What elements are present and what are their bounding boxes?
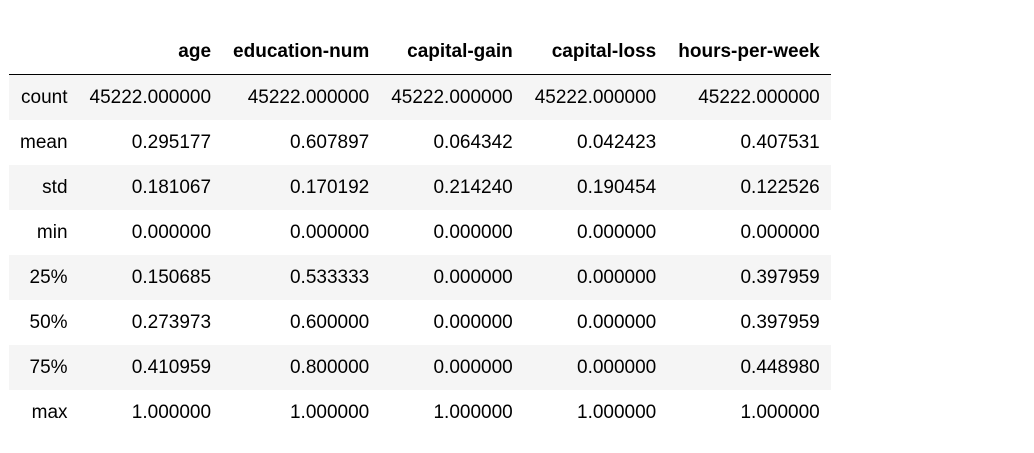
table-cell: 0.533333 bbox=[289, 266, 370, 288]
table-cell: 0.000000 bbox=[577, 221, 657, 243]
table-row: min 0.000000 0.000000 0.000000 0.000000 … bbox=[9, 210, 831, 255]
table-row: mean 0.295177 0.607897 0.064342 0.042423… bbox=[9, 120, 831, 165]
table-cell: 1.000000 bbox=[289, 401, 370, 423]
row-label: 25% bbox=[29, 266, 68, 288]
table-cell: 0.064342 bbox=[433, 131, 513, 153]
table-cell: 0.181067 bbox=[131, 176, 212, 198]
table-cell: 0.407531 bbox=[740, 131, 820, 153]
table-cell: 1.000000 bbox=[740, 401, 820, 423]
header-row: age education-num capital-gain capital-l… bbox=[9, 30, 831, 75]
column-header-capital-loss: capital-loss bbox=[523, 30, 668, 75]
table-cell: 0.214240 bbox=[433, 176, 513, 198]
table-body: count 45222.000000 45222.000000 45222.00… bbox=[9, 74, 831, 435]
table-cell: 0.000000 bbox=[577, 266, 657, 288]
column-header-capital-gain: capital-gain bbox=[380, 30, 524, 75]
table-cell: 0.000000 bbox=[740, 221, 820, 243]
column-header-age: age bbox=[78, 30, 223, 75]
table-header: age education-num capital-gain capital-l… bbox=[9, 30, 831, 75]
table-cell: 0.000000 bbox=[433, 221, 513, 243]
table-cell: 45222.000000 bbox=[247, 86, 370, 108]
table-row: 75% 0.410959 0.800000 0.000000 0.000000 … bbox=[9, 345, 831, 390]
table-row: 50% 0.273973 0.600000 0.000000 0.000000 … bbox=[9, 300, 831, 345]
table-cell: 1.000000 bbox=[131, 401, 212, 423]
row-label: min bbox=[36, 221, 68, 243]
table-cell: 45222.000000 bbox=[89, 86, 212, 108]
table-cell: 0.000000 bbox=[289, 221, 370, 243]
column-header-education-num: education-num bbox=[222, 30, 381, 75]
table-row: 25% 0.150685 0.533333 0.000000 0.000000 … bbox=[9, 255, 831, 300]
table-cell: 0.170192 bbox=[289, 176, 370, 198]
table-row: count 45222.000000 45222.000000 45222.00… bbox=[9, 74, 831, 120]
table-cell: 0.000000 bbox=[577, 356, 657, 378]
row-label: mean bbox=[20, 131, 68, 153]
table-cell: 0.800000 bbox=[289, 356, 370, 378]
table-cell: 0.000000 bbox=[433, 266, 513, 288]
table-cell: 0.295177 bbox=[131, 131, 212, 153]
table-row: max 1.000000 1.000000 1.000000 1.000000 … bbox=[9, 390, 831, 435]
table-cell: 0.397959 bbox=[740, 311, 820, 333]
row-label: max bbox=[31, 401, 68, 423]
table-cell: 1.000000 bbox=[433, 401, 513, 423]
table-cell: 0.273973 bbox=[131, 311, 212, 333]
column-header-hours-per-week: hours-per-week bbox=[667, 30, 831, 75]
table-cell: 0.410959 bbox=[131, 356, 212, 378]
row-label: 50% bbox=[29, 311, 68, 333]
table-cell: 45222.000000 bbox=[534, 86, 657, 108]
table-cell: 0.607897 bbox=[289, 131, 370, 153]
table-cell: 45222.000000 bbox=[698, 86, 820, 108]
table-cell: 0.190454 bbox=[577, 176, 657, 198]
table-row: std 0.181067 0.170192 0.214240 0.190454 … bbox=[9, 165, 831, 210]
index-header-cell bbox=[9, 30, 79, 75]
table-cell: 0.150685 bbox=[131, 266, 212, 288]
table-cell: 0.042423 bbox=[577, 131, 657, 153]
table-cell: 0.000000 bbox=[577, 311, 657, 333]
row-label: count bbox=[21, 86, 68, 108]
row-label: std bbox=[42, 176, 68, 198]
table-cell: 0.000000 bbox=[433, 311, 513, 333]
table-cell: 0.448980 bbox=[740, 356, 820, 378]
table-cell: 0.600000 bbox=[289, 311, 370, 333]
table-cell: 0.122526 bbox=[740, 176, 820, 198]
table-cell: 45222.000000 bbox=[391, 86, 513, 108]
table-cell: 0.397959 bbox=[740, 266, 820, 288]
describe-table: age education-num capital-gain capital-l… bbox=[9, 30, 831, 435]
row-label: 75% bbox=[29, 356, 68, 378]
table-cell: 0.000000 bbox=[131, 221, 212, 243]
table-cell: 1.000000 bbox=[577, 401, 657, 423]
table-cell: 0.000000 bbox=[433, 356, 513, 378]
